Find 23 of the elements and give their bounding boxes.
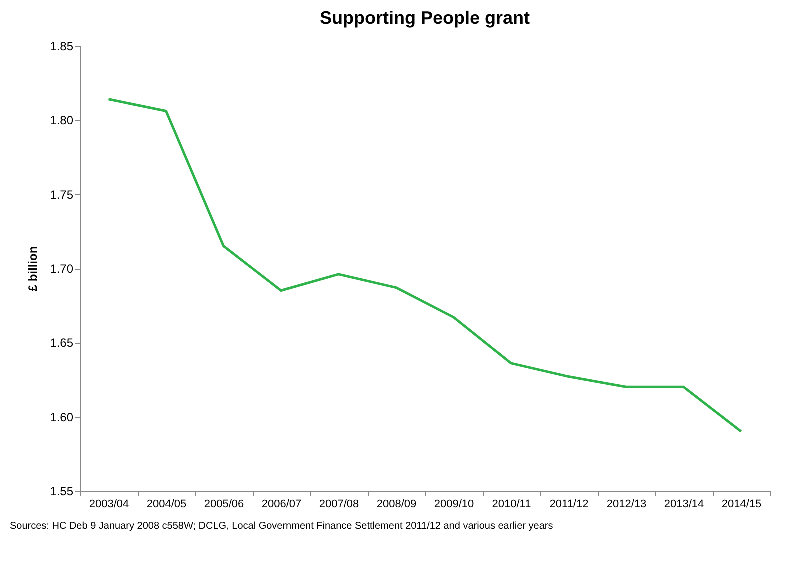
x-tick-label: 2010/11 bbox=[492, 498, 532, 510]
y-tick-label: 1.70 bbox=[50, 262, 74, 276]
x-tick-label: 2007/08 bbox=[319, 498, 360, 510]
y-axis-title: £ billion bbox=[26, 246, 40, 292]
x-tick-label: 2005/06 bbox=[204, 498, 244, 510]
source-note: Sources: HC Deb 9 January 2008 c558W; DCLG, Local Government Finance Settlement 2011/12 and various earlier years bbox=[10, 521, 554, 532]
chart-title: Supporting People grant bbox=[320, 8, 530, 28]
x-tick-label: 2013/14 bbox=[664, 498, 704, 510]
y-tick-label: 1.75 bbox=[50, 188, 74, 202]
x-tick-label: 2003/04 bbox=[89, 498, 130, 510]
x-tick-label: 2012/13 bbox=[606, 498, 647, 510]
y-tick-label: 1.65 bbox=[50, 336, 74, 350]
y-tick-label: 1.55 bbox=[50, 484, 74, 498]
y-tick-label: 1.85 bbox=[50, 40, 74, 54]
x-tick-label: 2014/15 bbox=[722, 498, 762, 510]
y-tick-label: 1.60 bbox=[50, 410, 74, 424]
x-tick-label: 2004/05 bbox=[146, 498, 187, 510]
x-tick-label: 2008/09 bbox=[376, 498, 417, 510]
y-tick-label: 1.80 bbox=[50, 114, 74, 128]
line-series bbox=[108, 98, 742, 433]
x-tick-label: 2006/07 bbox=[262, 498, 302, 510]
x-tick-label: 2011/12 bbox=[550, 498, 589, 510]
x-tick-label: 2009/10 bbox=[434, 498, 474, 510]
